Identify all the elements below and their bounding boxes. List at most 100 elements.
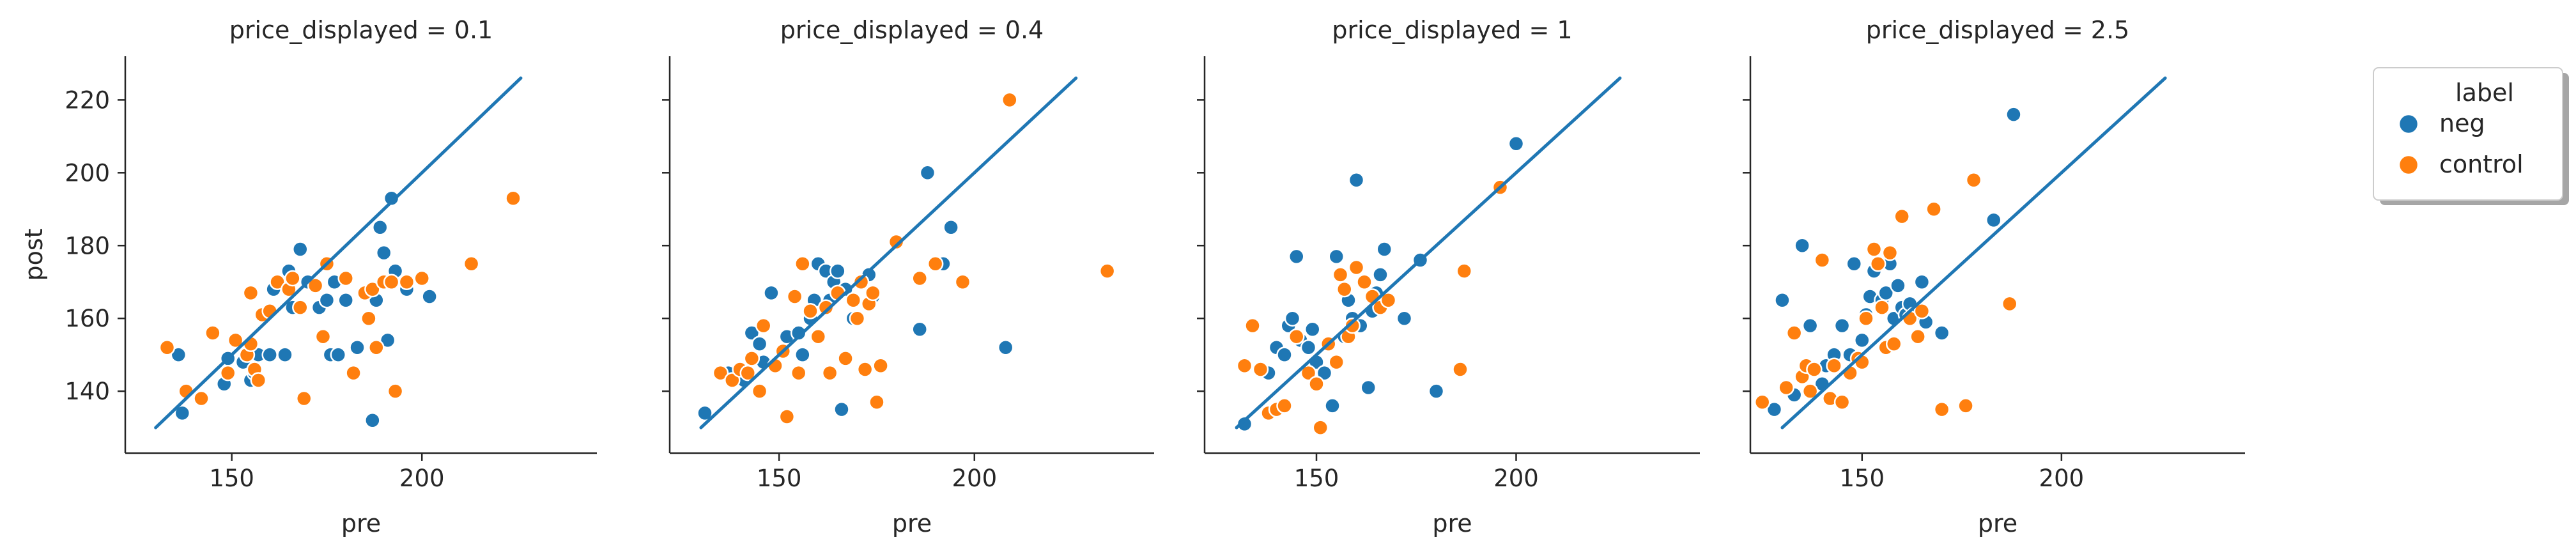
- scatter-point-control: [295, 390, 312, 407]
- x-tick-label: 200: [1493, 465, 1539, 492]
- scatter-point-neg: [349, 339, 366, 356]
- scatter-point-control: [463, 255, 480, 272]
- scatter-point-neg: [1878, 284, 1894, 302]
- x-axis-label: pre: [1978, 509, 2017, 537]
- scatter-point-neg: [751, 336, 768, 352]
- scatter-point-control: [1909, 328, 1926, 345]
- scatter-point-control: [307, 277, 324, 294]
- panel-title: price_displayed = 0.4: [780, 16, 1044, 44]
- scatter-point-control: [786, 288, 803, 305]
- scatter-point-neg: [919, 164, 936, 181]
- scatter-point-control: [398, 274, 415, 290]
- scatter-point-neg: [1766, 401, 1783, 418]
- x-tick-label: 150: [1839, 465, 1885, 492]
- scatter-point-neg: [1324, 398, 1341, 414]
- scatter-point-control: [1785, 325, 1803, 341]
- scatter-point-neg: [1360, 379, 1377, 396]
- scatter-point-control: [1933, 401, 1950, 418]
- scatter-point-neg: [763, 284, 780, 302]
- panel-4: price_displayed = 2.5 150 200 pre: [1743, 16, 2245, 537]
- panel-3: price_displayed = 1 150 200 pre: [1197, 16, 1700, 537]
- scatter-point-control: [1348, 259, 1365, 276]
- legend-label-neg: neg: [2439, 109, 2485, 137]
- scatter-point-neg: [330, 346, 347, 363]
- scatter-point-control: [1312, 419, 1329, 436]
- scatter-point-neg: [1328, 248, 1345, 265]
- scatter-point-neg: [943, 219, 959, 236]
- scatter-point-control: [413, 270, 430, 287]
- scatter-point-neg: [1348, 171, 1365, 189]
- scatter-point-control: [817, 299, 835, 316]
- scatter-point-control: [1332, 266, 1349, 283]
- scatter-point-control: [1380, 291, 1397, 309]
- x-axis-label: pre: [341, 509, 381, 537]
- reference-line: [1780, 76, 2167, 429]
- scatter-point-neg: [1833, 317, 1851, 334]
- scatter-point-control: [219, 364, 236, 382]
- scatter-point-control: [1456, 263, 1472, 279]
- scatter-point-control: [345, 364, 362, 382]
- scatter-point-neg: [1236, 415, 1253, 433]
- x-tick-label: 150: [1294, 465, 1339, 492]
- scatter-point-neg: [997, 339, 1014, 356]
- scatter-point-control: [269, 274, 286, 290]
- scatter-point-neg: [1372, 266, 1389, 283]
- scatter-point-control: [383, 274, 400, 290]
- y-tick-label: 180: [65, 232, 110, 259]
- scatter-point-control: [1252, 361, 1269, 378]
- scatter-point-control: [1881, 244, 1899, 261]
- scatter-point-control: [751, 383, 768, 399]
- scatter-point-control: [743, 350, 760, 367]
- scatter-point-control: [1236, 357, 1253, 375]
- scatter-point-control: [1806, 361, 1823, 378]
- scatter-point-neg: [375, 244, 392, 261]
- scatter-point-neg: [1933, 325, 1950, 341]
- x-tick-label: 200: [399, 465, 445, 492]
- scatter-point-control: [1833, 394, 1851, 410]
- scatter-point-control: [1865, 241, 1883, 258]
- scatter-point-control: [158, 339, 176, 356]
- scatter-point-control: [1288, 328, 1305, 345]
- legend-marker-control: [2398, 154, 2419, 176]
- scatter-point-control: [1344, 317, 1361, 334]
- legend-marker-neg: [2398, 113, 2419, 135]
- reference-line: [699, 76, 1078, 429]
- scatter-point-neg: [1846, 255, 1863, 272]
- scatter-point-neg: [1794, 237, 1810, 254]
- panel-title: price_displayed = 1: [1332, 16, 1572, 44]
- x-tick-label: 200: [2039, 465, 2085, 492]
- panel-1: price_displayed = 0.1 150 200 140 160 180 200 2…: [65, 16, 597, 537]
- scatter-point-control: [954, 274, 971, 290]
- scatter-point-control: [292, 299, 309, 316]
- scatter-point-control: [1099, 263, 1116, 279]
- scatter-point-control: [250, 372, 267, 389]
- scatter-point-neg: [337, 291, 354, 309]
- scatter-point-control: [856, 361, 874, 378]
- scatter-point-neg: [790, 325, 807, 341]
- scatter-point-control: [1826, 357, 1842, 375]
- scatter-point-control: [821, 364, 838, 382]
- scatter-point-control: [1754, 394, 1771, 410]
- scatter-point-control: [1300, 364, 1317, 382]
- scatter-point-neg: [170, 346, 187, 363]
- scatter-point-neg: [911, 321, 928, 338]
- scatter-point-neg: [383, 190, 400, 206]
- reference-line: [154, 76, 523, 429]
- legend-label-control: control: [2439, 150, 2524, 178]
- y-tick-label: 220: [65, 86, 110, 114]
- scatter-point-control: [778, 408, 796, 425]
- scatter-point-control: [849, 310, 866, 327]
- scatter-point-control: [360, 310, 377, 327]
- reference-line: [1235, 76, 1622, 429]
- scatter-point-control: [872, 357, 889, 375]
- x-tick-label: 150: [209, 465, 254, 492]
- panel-title: price_displayed = 0.1: [229, 16, 493, 44]
- scatter-point-control: [1001, 91, 1018, 109]
- scatter-point-neg: [1801, 317, 1819, 334]
- scatter-point-control: [724, 372, 741, 389]
- scatter-point-control: [1801, 383, 1819, 399]
- scatter-point-control: [364, 281, 381, 298]
- scatter-point-control: [387, 383, 404, 399]
- y-tick-label: 140: [65, 378, 110, 405]
